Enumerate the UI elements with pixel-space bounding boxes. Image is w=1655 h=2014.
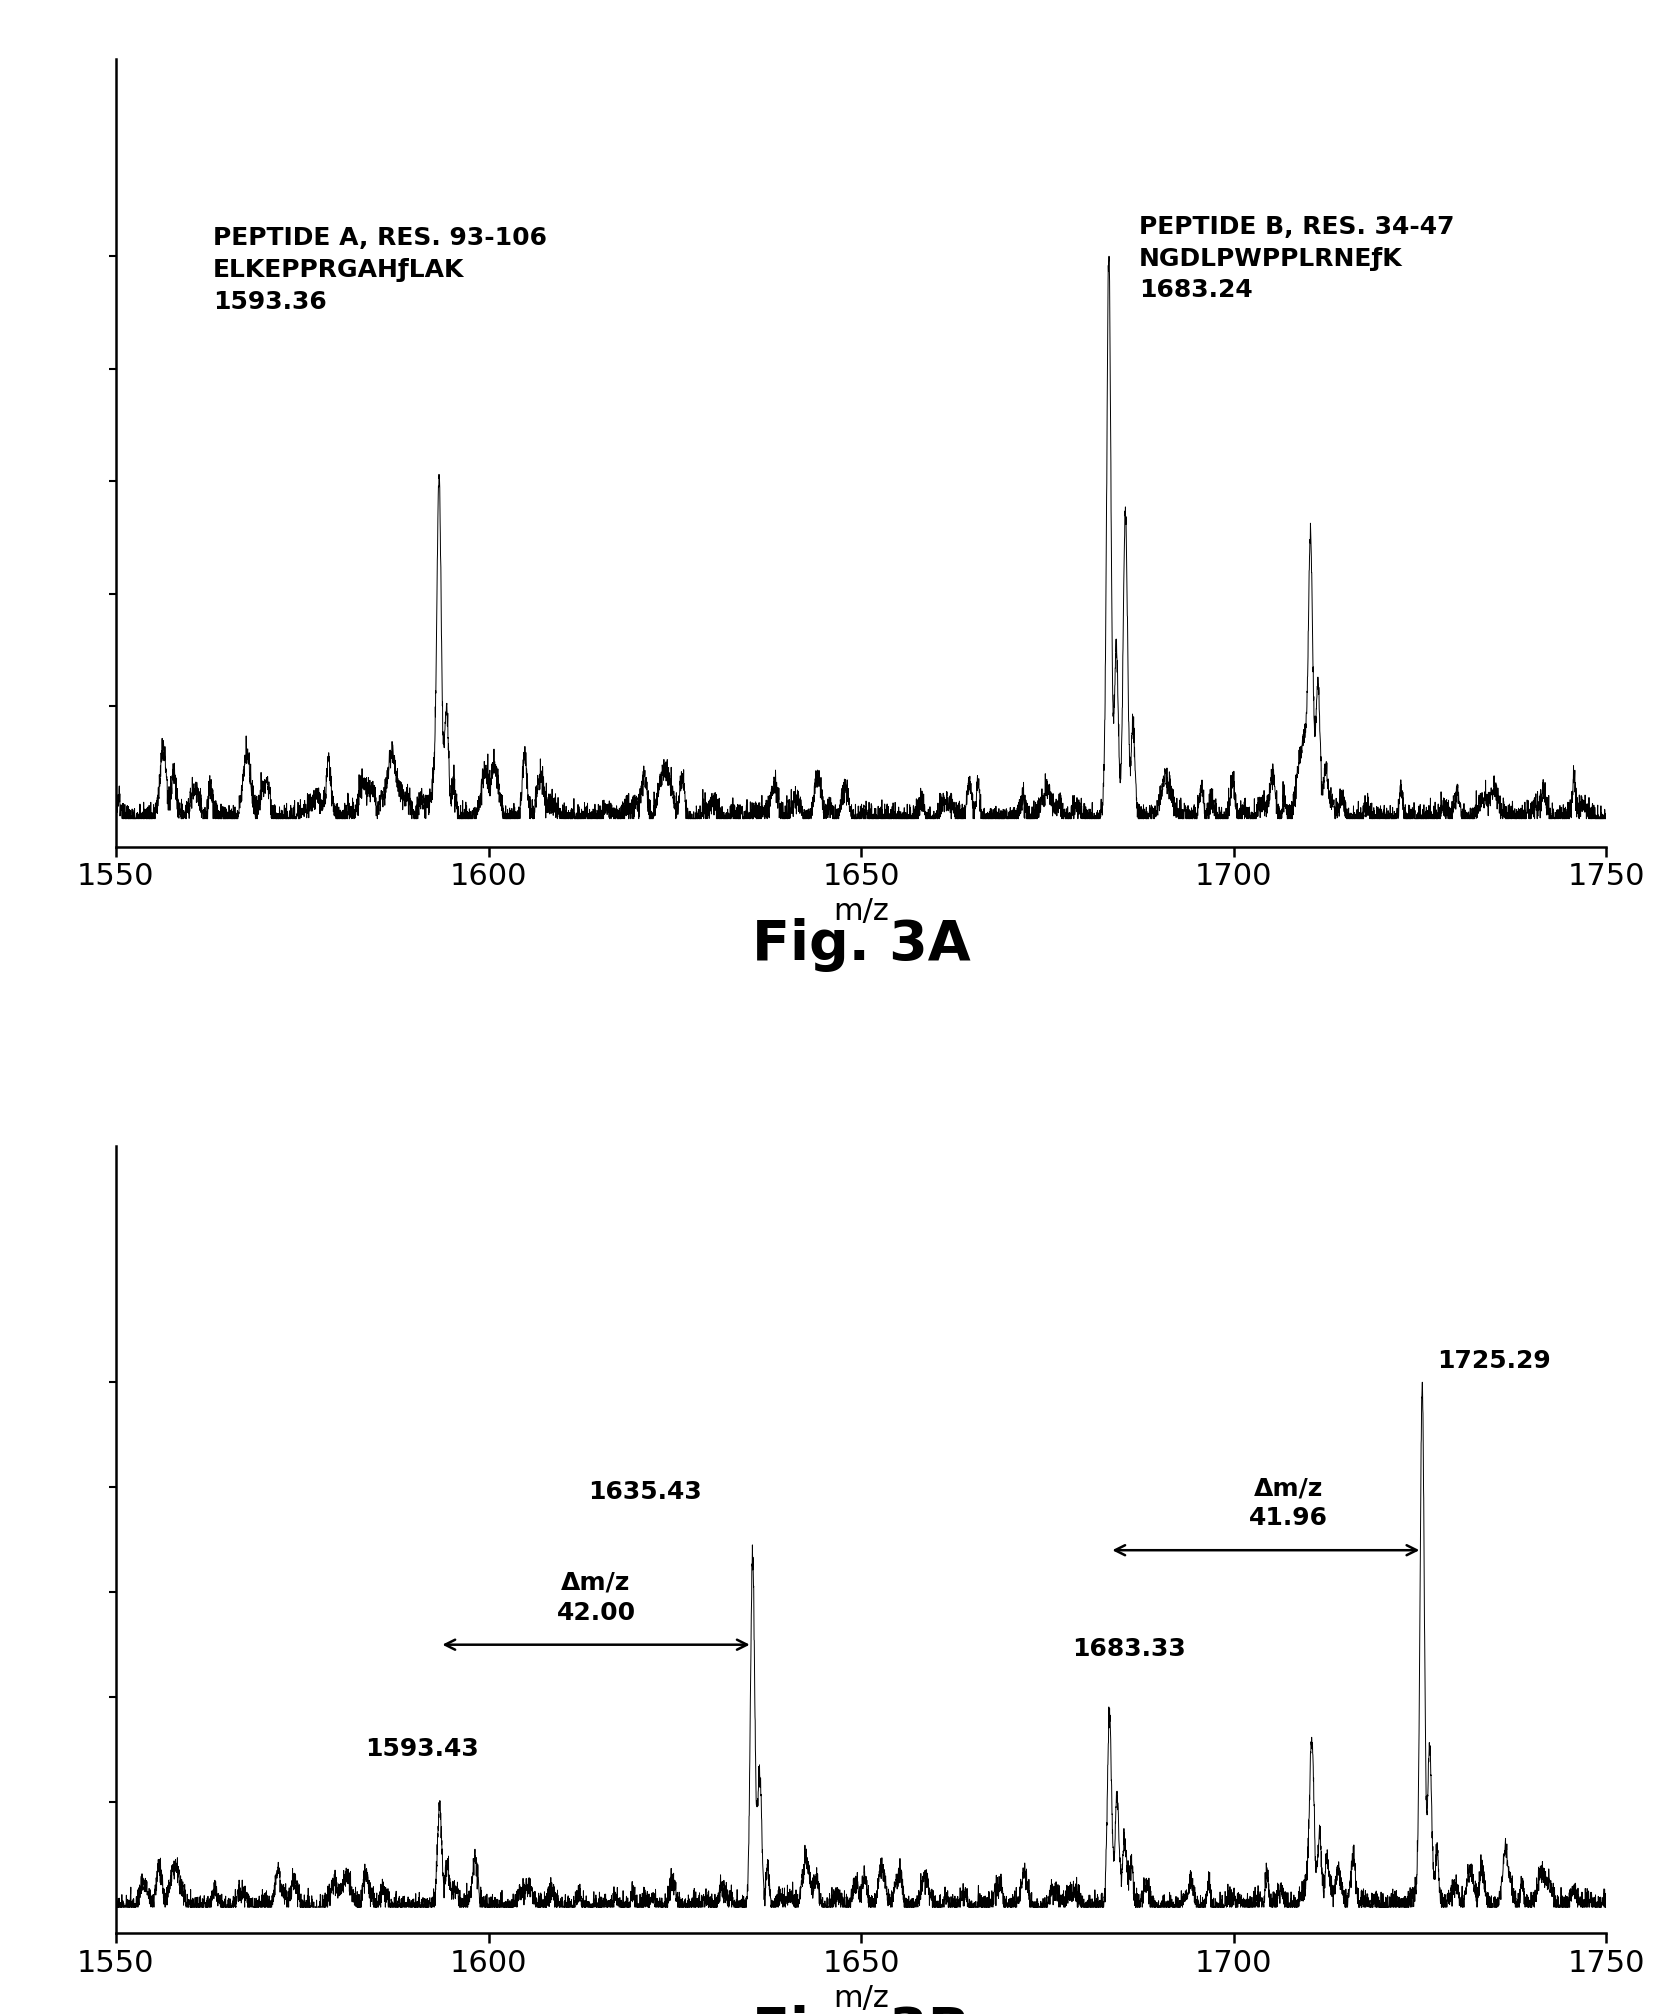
Text: 1725.29: 1725.29	[1437, 1347, 1549, 1372]
Text: 1593.43: 1593.43	[364, 1736, 478, 1760]
Text: PEPTIDE B, RES. 34-47
NGDLPWPPLRNEƒK
1683.24: PEPTIDE B, RES. 34-47 NGDLPWPPLRNEƒK 168…	[1139, 215, 1453, 302]
X-axis label: m/z: m/z	[832, 896, 889, 926]
Text: Fig. 3B: Fig. 3B	[751, 2004, 970, 2014]
X-axis label: m/z: m/z	[832, 1982, 889, 2012]
Text: Δm/z
42.00: Δm/z 42.00	[556, 1571, 636, 1623]
Text: PEPTIDE A, RES. 93-106
ELKEPPRGAHƒLAK
1593.36: PEPTIDE A, RES. 93-106 ELKEPPRGAHƒLAK 15…	[213, 226, 546, 314]
Text: Δm/z
41.96: Δm/z 41.96	[1248, 1476, 1327, 1529]
Text: 1683.33: 1683.33	[1071, 1637, 1185, 1662]
Text: 1635.43: 1635.43	[588, 1478, 702, 1502]
Text: Fig. 3A: Fig. 3A	[751, 918, 970, 973]
